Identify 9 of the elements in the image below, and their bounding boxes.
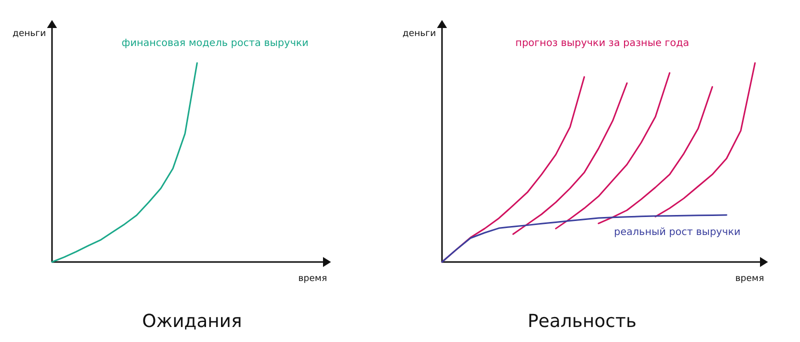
text: финансовая модель роста выручки (122, 38, 309, 49)
text: Ожидания (142, 311, 242, 332)
y-axis-title: деньги (12, 29, 46, 39)
text: Реальность (528, 311, 636, 332)
x-axis-title: время (735, 274, 764, 284)
y-axis-title: деньги (402, 29, 436, 39)
text: прогноз выручки за разные года (515, 38, 690, 49)
series-label: реальный рост выручки (614, 227, 741, 238)
x-axis-title: время (298, 274, 327, 284)
